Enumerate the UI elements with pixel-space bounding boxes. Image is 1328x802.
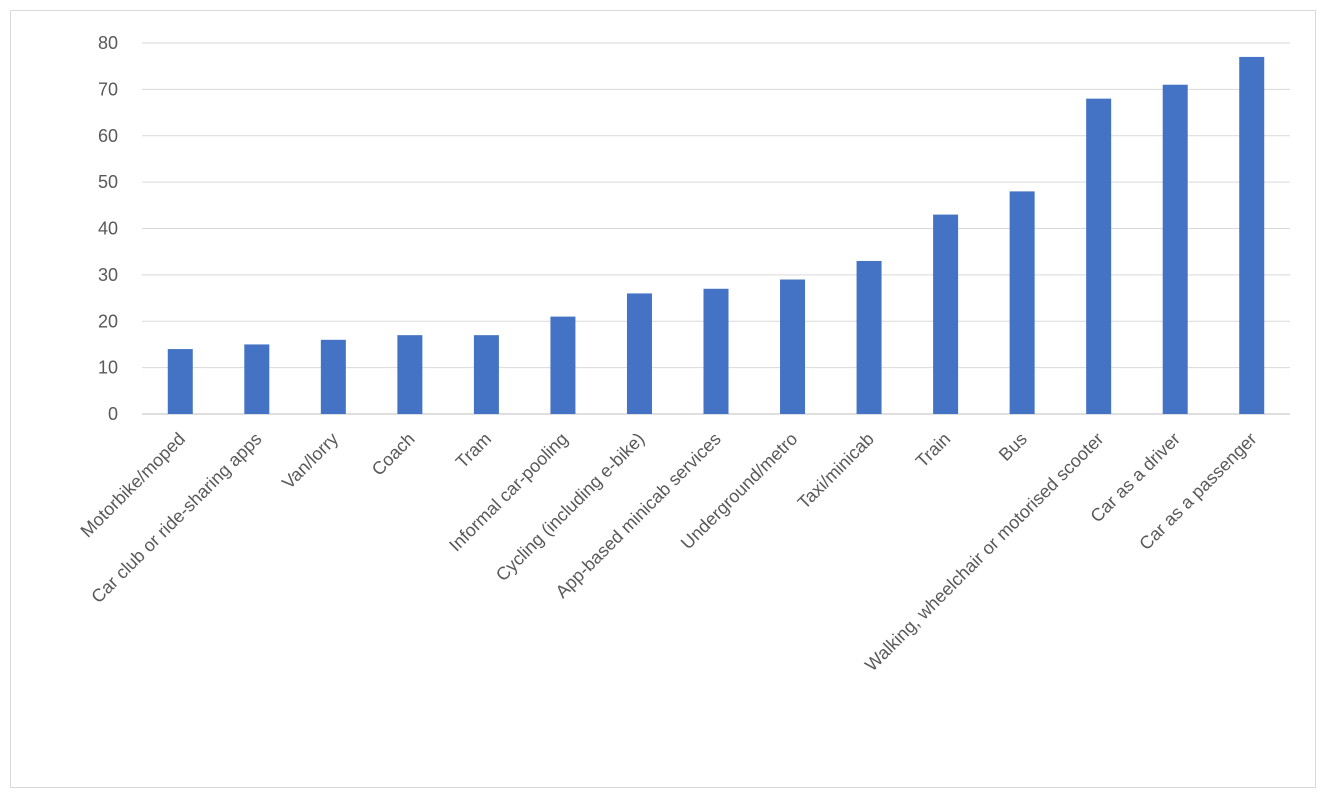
y-tick-label: 50 <box>98 172 118 192</box>
y-tick-label: 10 <box>98 358 118 378</box>
bar <box>703 288 729 414</box>
x-tick-label: Coach <box>368 429 419 480</box>
x-tick-label: Van/lorry <box>278 429 342 493</box>
bars <box>167 56 1265 415</box>
y-axis-ticks: 0 10 20 30 40 50 60 70 80 <box>98 33 118 424</box>
bar <box>167 349 193 414</box>
bar <box>1009 191 1035 414</box>
y-tick-label: 20 <box>98 311 118 331</box>
bar <box>244 344 270 414</box>
x-tick-label: Walking, wheelchair or motorised scooter <box>861 429 1107 675</box>
bar <box>397 335 423 414</box>
y-tick-label: 30 <box>98 265 118 285</box>
bar <box>856 260 882 414</box>
x-tick-label: Cycling (including e-bike) <box>492 429 648 585</box>
bar <box>933 214 959 414</box>
bar <box>780 279 806 414</box>
bar <box>550 316 576 414</box>
x-tick-label: Tram <box>452 429 495 472</box>
bar <box>320 339 346 414</box>
bar <box>1162 84 1188 415</box>
bar <box>473 335 499 414</box>
y-tick-label: 40 <box>98 219 118 239</box>
x-tick-label: App-based minicab services <box>552 429 725 602</box>
y-tick-label: 80 <box>98 33 118 53</box>
bar <box>1086 98 1112 415</box>
bar <box>626 293 652 414</box>
y-tick-label: 70 <box>98 79 118 99</box>
x-tick-label: Bus <box>995 429 1031 465</box>
y-tick-label: 0 <box>108 404 118 424</box>
y-tick-label: 60 <box>98 126 118 146</box>
x-tick-label: Taxi/minicab <box>794 429 878 513</box>
bar <box>1239 56 1265 414</box>
x-tick-label: Train <box>912 429 955 472</box>
